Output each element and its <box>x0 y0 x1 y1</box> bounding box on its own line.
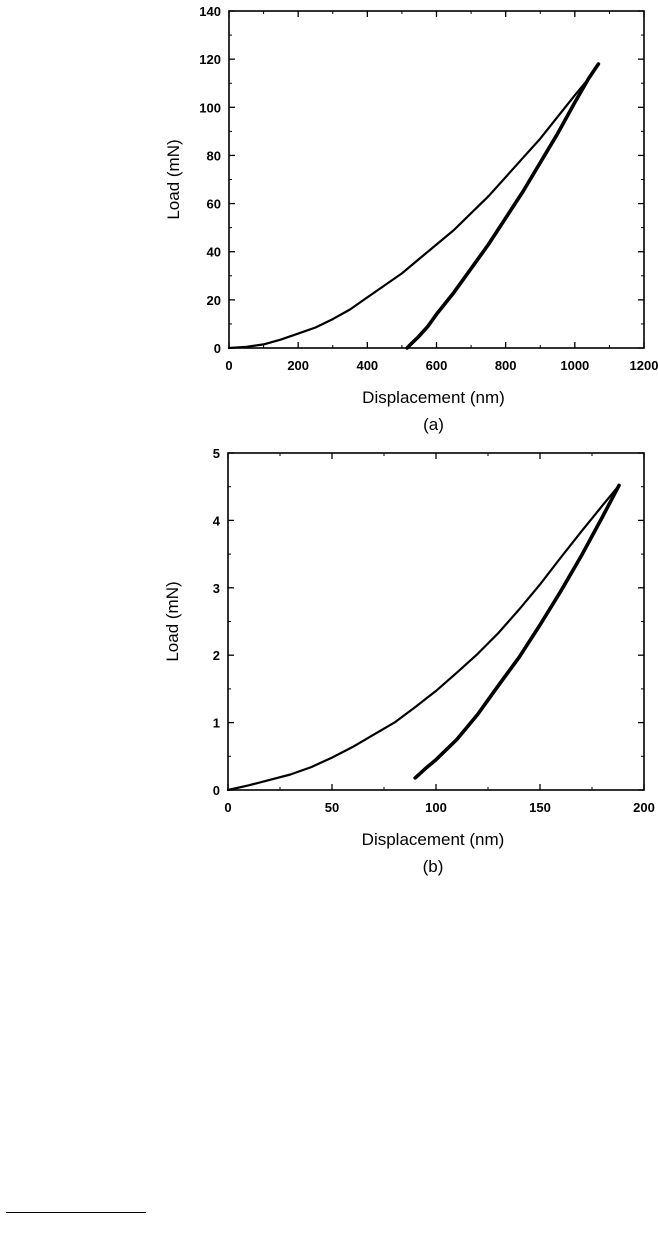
y-tick-label: 4 <box>213 513 221 528</box>
y-tick-label: 20 <box>207 293 221 308</box>
loading-curve <box>227 62 600 350</box>
footnote-rule <box>6 1212 146 1213</box>
axis-ticks: 0 50 100 150 200 0 1 2 3 4 5 <box>213 446 655 815</box>
x-tick-label: 200 <box>633 800 655 815</box>
unloading-curve <box>413 483 621 780</box>
x-tick-label: 800 <box>495 358 517 373</box>
y-tick-label: 2 <box>213 648 220 663</box>
plot-frame <box>227 452 645 791</box>
y-tick-label: 60 <box>207 197 221 212</box>
y-tick-label: 0 <box>213 783 220 798</box>
y-tick-label: 120 <box>199 52 221 67</box>
chart-panel-a: 0 200 400 600 800 1000 1200020406080100120140 … <box>164 4 658 434</box>
x-axis-label: Displacement (nm) <box>362 388 505 407</box>
axis-ticks: 0 200 400 600 800 1000 1200 0 20 40 60 80 100 120 140 <box>199 4 658 373</box>
x-tick-label: 600 <box>426 358 448 373</box>
panel-label: (b) <box>423 857 444 876</box>
panel-label: (a) <box>423 415 444 434</box>
x-tick-label: 0 <box>224 800 231 815</box>
y-tick-label: 3 <box>213 581 220 596</box>
x-tick-label: 0 <box>225 358 232 373</box>
y-tick-label: 40 <box>207 245 221 260</box>
x-tick-label: 50 <box>325 800 339 815</box>
y-axis-label: Load (mN) <box>164 139 183 219</box>
y-tick-label: 100 <box>199 100 221 115</box>
x-tick-label: 1000 <box>560 358 589 373</box>
x-axis-label: Displacement (nm) <box>362 830 505 849</box>
chart-panel-b: 0 50 100 150 200 0 1 2 3 4 5 Load (mN) Displacemen… <box>163 446 655 876</box>
y-tick-label: 1 <box>213 716 220 731</box>
series-curves <box>226 483 621 792</box>
y-axis-label: Load (mN) <box>163 581 182 661</box>
x-tick-label: 200 <box>287 358 309 373</box>
x-tick-label: 150 <box>529 800 551 815</box>
plot-frame <box>228 10 645 349</box>
unloading-curve <box>405 62 601 350</box>
x-tick-label: 400 <box>356 358 378 373</box>
y-tick-label: 0 <box>214 341 221 356</box>
series-curves <box>227 62 601 350</box>
y-tick-label: 5 <box>213 446 220 461</box>
y-tick-label: 80 <box>207 148 221 163</box>
loading-curve <box>226 484 621 792</box>
x-tick-label: 100 <box>425 800 447 815</box>
y-tick-label: 140 <box>199 4 221 19</box>
x-tick-label: 1200 <box>630 358 658 373</box>
